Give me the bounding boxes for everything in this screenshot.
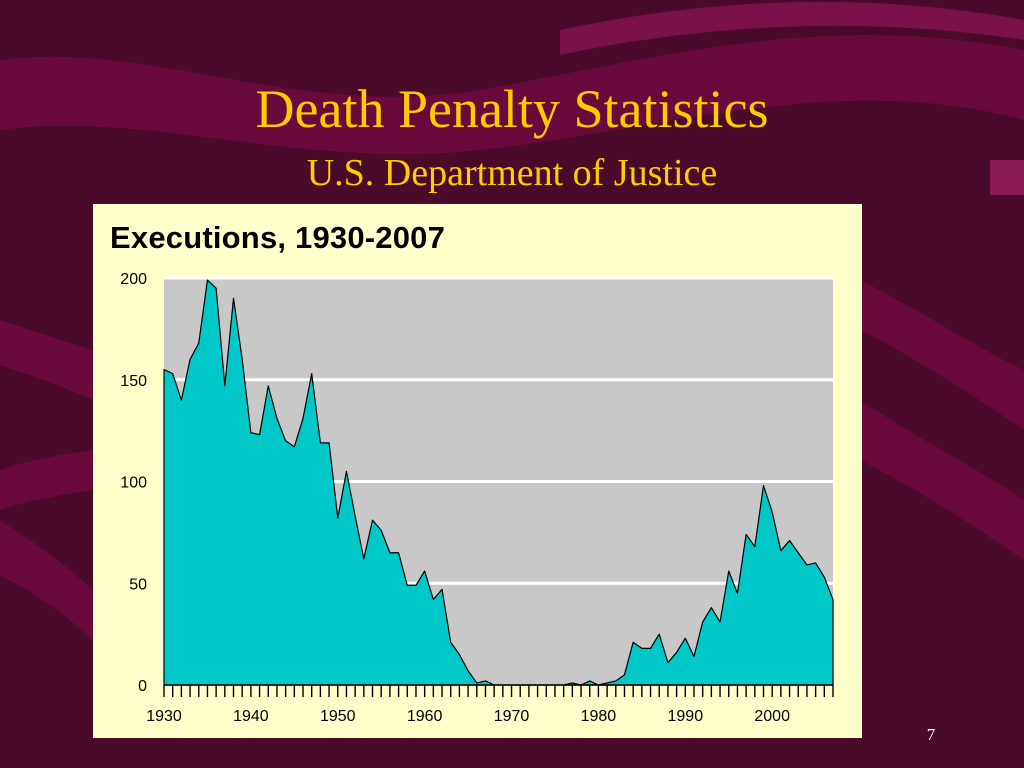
y-tick-label: 150 xyxy=(120,373,147,390)
x-tick-label: 1930 xyxy=(146,708,182,725)
x-axis-ticks xyxy=(163,684,834,697)
x-tick-label: 1960 xyxy=(407,708,443,725)
x-axis-labels: 1930 1940 1950 1960 1970 1980 1990 2000 xyxy=(146,708,790,725)
chart-panel: Executions, 1930-2007 0 50 100 150 200 1930 1… xyxy=(93,204,862,738)
y-tick-label: 50 xyxy=(129,576,147,593)
y-tick-label: 0 xyxy=(138,678,147,695)
slide-title: Death Penalty Statistics xyxy=(255,79,769,139)
x-tick-label: 1970 xyxy=(494,708,530,725)
slide-page-number: 7 xyxy=(926,725,936,744)
slide-subtitle: U.S. Department of Justice xyxy=(306,152,718,194)
x-tick-label: 2000 xyxy=(754,708,790,725)
chart-title: Executions, 1930-2007 xyxy=(110,220,446,255)
y-axis-labels: 0 50 100 150 200 xyxy=(120,271,147,695)
x-tick-label: 1980 xyxy=(581,708,617,725)
executions-chart: 0 50 100 150 200 1930 1940 1950 1960 1970 1980 199… xyxy=(120,271,834,725)
y-tick-label: 200 xyxy=(120,271,147,288)
y-tick-label: 100 xyxy=(120,475,147,492)
x-tick-label: 1940 xyxy=(233,708,269,725)
x-tick-label: 1990 xyxy=(668,708,704,725)
x-tick-label: 1950 xyxy=(320,708,356,725)
